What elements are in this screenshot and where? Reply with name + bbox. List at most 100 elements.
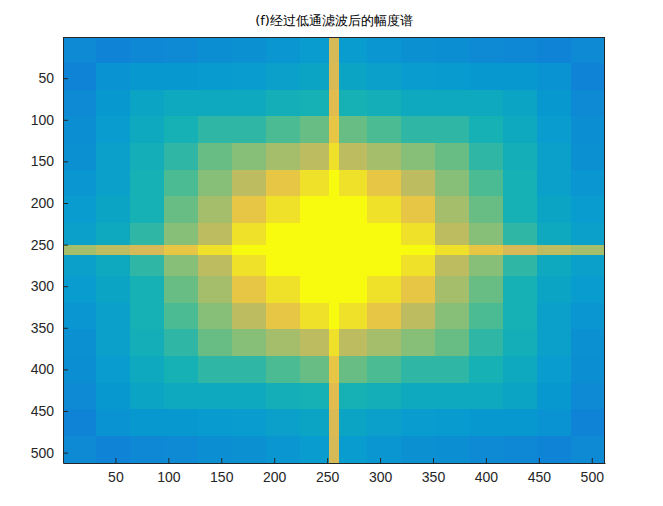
cell — [367, 276, 401, 303]
cell — [571, 303, 605, 330]
cell — [232, 329, 266, 356]
cell — [537, 143, 571, 170]
cell — [266, 409, 300, 436]
x-tick: 450 — [528, 458, 552, 485]
cell — [300, 223, 330, 245]
cell — [300, 196, 330, 223]
cell — [367, 356, 401, 383]
cell — [96, 37, 130, 64]
cell — [130, 303, 164, 330]
cell — [339, 409, 368, 436]
cell — [63, 245, 97, 255]
x-tick-mark — [380, 458, 381, 463]
y-tick-mark — [63, 411, 68, 412]
x-tick: 350 — [422, 458, 446, 485]
cell — [401, 436, 435, 463]
y-tick: 250 — [31, 237, 68, 253]
cell — [435, 303, 469, 330]
frame-top — [63, 37, 605, 38]
cell — [300, 170, 330, 197]
y-tick-label: 400 — [31, 361, 55, 377]
cell — [339, 383, 368, 410]
cell — [401, 329, 435, 356]
cell — [469, 245, 503, 255]
cell — [435, 63, 469, 90]
cell — [401, 196, 435, 223]
cell — [537, 276, 571, 303]
cell — [503, 436, 537, 463]
cell — [63, 90, 97, 117]
cell — [329, 63, 339, 90]
y-tick-label: 500 — [31, 445, 55, 461]
cell — [435, 37, 469, 64]
cell — [232, 196, 266, 223]
cell — [339, 63, 368, 90]
cell — [232, 255, 266, 277]
cell — [300, 303, 330, 330]
cell — [469, 37, 503, 64]
cell — [164, 245, 198, 255]
cell — [329, 143, 339, 170]
cell — [266, 196, 300, 223]
cell — [503, 255, 537, 277]
x-tick-label: 350 — [422, 469, 446, 485]
cell — [571, 116, 605, 143]
cell — [571, 409, 605, 436]
cell — [469, 170, 503, 197]
cell — [503, 356, 537, 383]
y-tick-mark — [63, 369, 68, 370]
cell — [198, 196, 232, 223]
cell — [96, 409, 130, 436]
cell — [266, 223, 300, 245]
y-tick-label: 200 — [31, 195, 55, 211]
cell — [130, 276, 164, 303]
cell — [198, 116, 232, 143]
cell — [266, 90, 300, 117]
y-tick-label: 250 — [31, 237, 55, 253]
cell — [571, 63, 605, 90]
x-tick: 200 — [263, 458, 287, 485]
cell — [339, 255, 368, 277]
cell — [503, 170, 537, 197]
cell — [367, 223, 401, 245]
cell — [130, 383, 164, 410]
cell — [367, 143, 401, 170]
x-tick-label: 50 — [108, 469, 124, 485]
cell — [232, 90, 266, 117]
cell — [401, 245, 435, 255]
cell — [469, 356, 503, 383]
cell — [232, 436, 266, 463]
y-tick-label: 450 — [31, 403, 55, 419]
y-tick: 100 — [31, 112, 68, 128]
cell — [96, 436, 130, 463]
y-tick-mark — [63, 453, 68, 454]
cell — [130, 223, 164, 245]
cell — [367, 255, 401, 277]
x-axis: 50100150200250300350400450500 — [64, 458, 606, 485]
y-tick-mark — [63, 328, 68, 329]
x-tick-mark — [592, 458, 593, 463]
cell — [63, 303, 97, 330]
cell — [435, 143, 469, 170]
cell — [198, 90, 232, 117]
cell — [198, 356, 232, 383]
y-tick: 400 — [31, 361, 68, 377]
cell — [329, 90, 339, 117]
cell — [503, 223, 537, 245]
cell — [130, 37, 164, 64]
cell — [329, 276, 339, 303]
cell — [96, 143, 130, 170]
x-tick-mark — [539, 458, 540, 463]
cell — [339, 329, 368, 356]
y-tick: 150 — [31, 153, 68, 169]
cell — [503, 63, 537, 90]
cell — [339, 223, 368, 245]
cell — [435, 383, 469, 410]
cell — [401, 303, 435, 330]
cell — [164, 383, 198, 410]
y-tick-label: 300 — [31, 278, 55, 294]
cell — [198, 245, 232, 255]
cell — [401, 383, 435, 410]
cell — [435, 276, 469, 303]
y-tick-mark — [63, 78, 68, 79]
